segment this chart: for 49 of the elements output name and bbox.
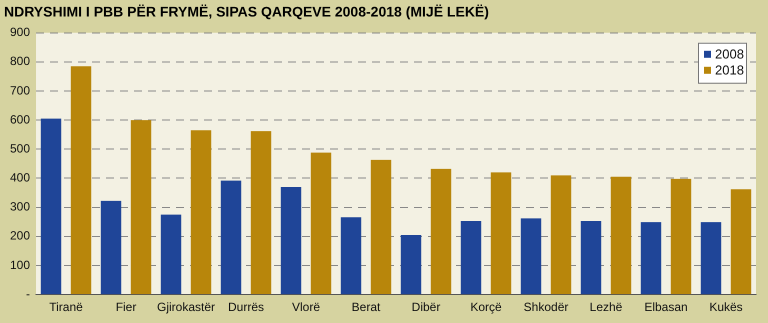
x-tick-label: Vlorë (292, 300, 320, 314)
y-tick-label: 300 (10, 200, 30, 214)
y-tick-label: 600 (10, 112, 30, 126)
x-tick-label: Fier (116, 300, 136, 314)
bar (310, 152, 332, 294)
x-tick-label: Elbasan (644, 300, 688, 314)
x-tick-label: Shkodër (524, 300, 568, 314)
bar (520, 218, 542, 294)
x-tick-label: Dibër (412, 300, 440, 314)
bar (190, 130, 212, 294)
bar (160, 214, 182, 294)
bar (460, 221, 482, 294)
legend-label: 2018 (715, 62, 744, 78)
bar (400, 234, 422, 294)
y-tick-label: 900 (10, 25, 30, 40)
chart-title: NDRYSHIMI I PBB PËR FRYMË, SIPAS QARQEVE 2008-2018 (MIJË LEKË) (4, 3, 489, 20)
bar (100, 200, 122, 294)
bar (670, 178, 692, 294)
y-tick-label: - (26, 286, 30, 301)
y-tick-label: 700 (10, 83, 30, 98)
legend-label: 2008 (715, 46, 744, 62)
x-tick-label: Tiranë (49, 300, 84, 314)
bar (340, 217, 362, 294)
bar (430, 168, 452, 294)
bar (730, 189, 752, 294)
bar (610, 176, 632, 294)
y-tick-label: 500 (10, 141, 30, 156)
x-tick-label: Durrës (228, 300, 264, 314)
bar (550, 175, 572, 294)
bar (70, 66, 92, 294)
bar (640, 222, 662, 294)
x-tick-label: Lezhë (590, 300, 623, 314)
bar (250, 131, 272, 294)
bar (700, 222, 722, 294)
bar (280, 186, 302, 294)
bar (370, 160, 392, 294)
bar (220, 180, 242, 294)
bar (40, 118, 62, 294)
y-tick-label: 400 (10, 170, 30, 185)
x-tick-label: Gjirokastër (157, 300, 216, 314)
x-tick-label: Kukës (709, 300, 743, 314)
x-tick-label: Berat (352, 300, 382, 314)
bar (130, 120, 152, 294)
bar (490, 172, 512, 294)
bar (580, 221, 602, 294)
y-tick-label: 800 (10, 54, 30, 68)
y-tick-label: 100 (10, 258, 30, 272)
y-tick-label: 200 (10, 228, 30, 243)
x-tick-label: Korçë (470, 300, 502, 314)
